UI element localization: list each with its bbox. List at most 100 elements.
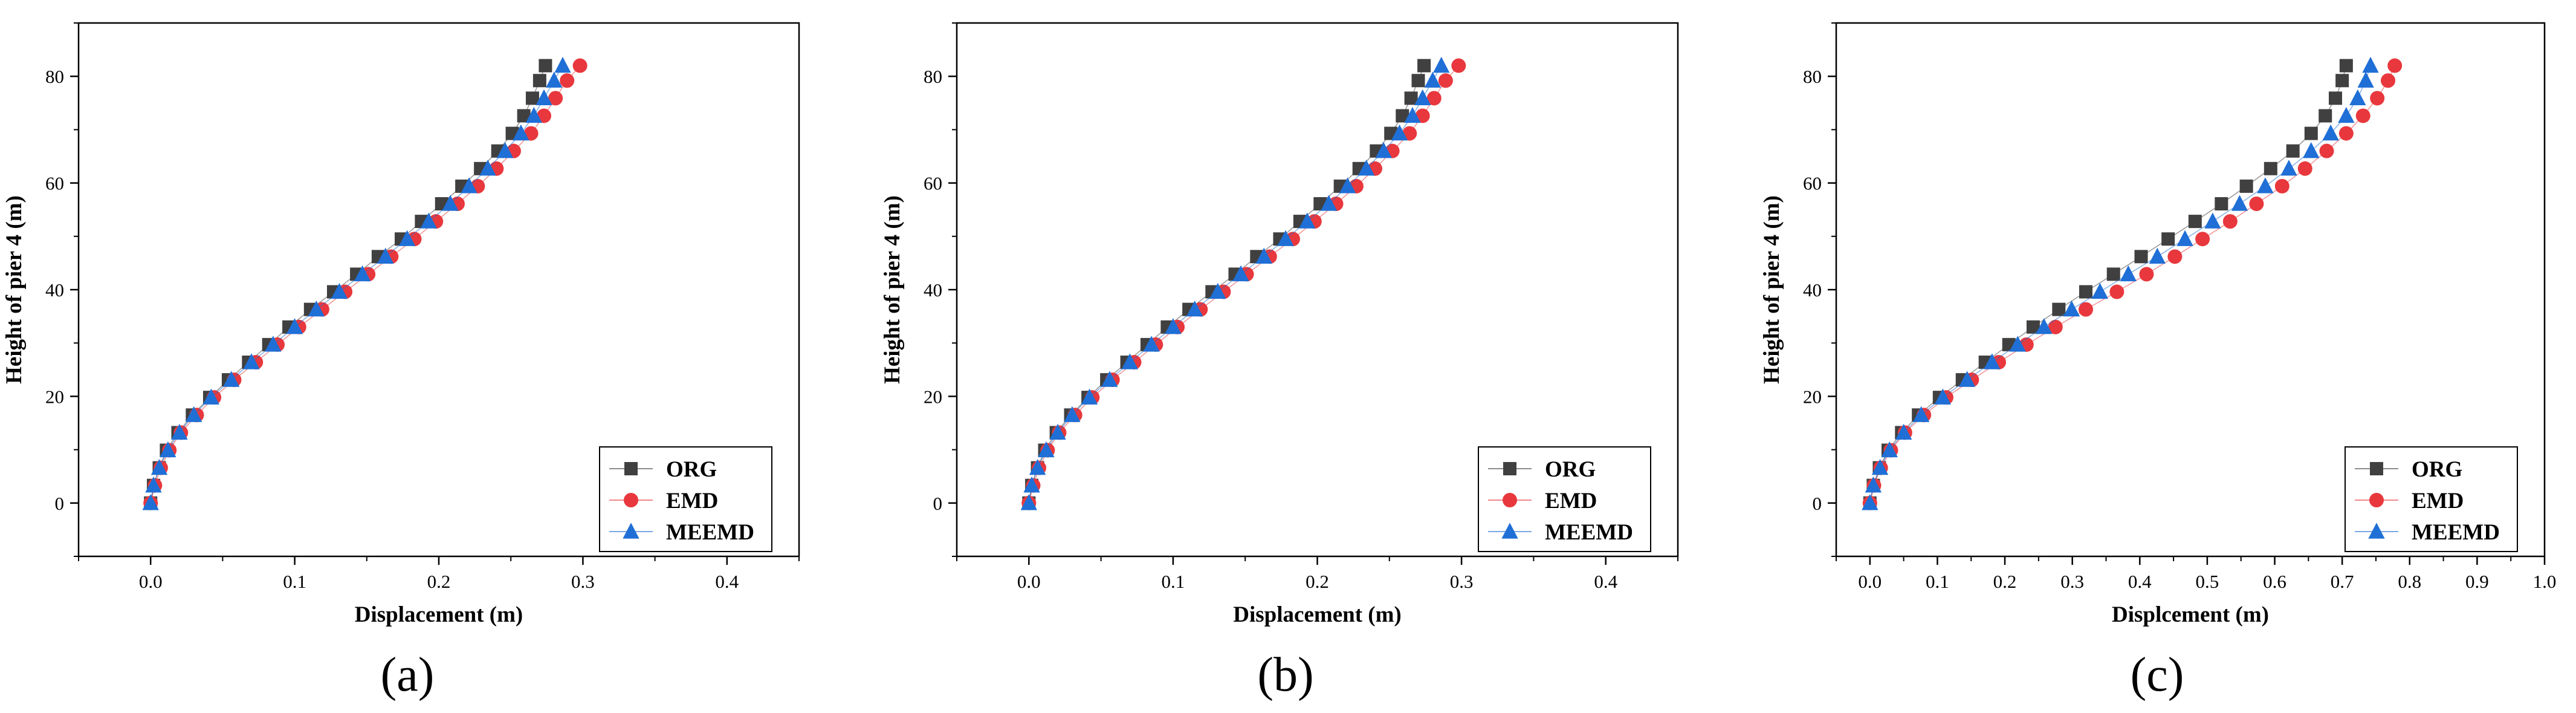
data-point-meemd	[1862, 494, 1879, 510]
series-line-org	[1028, 65, 1425, 503]
legend-label: MEEMD	[2412, 520, 2500, 545]
data-point-meemd	[497, 142, 514, 158]
y-tick-label: 0	[1813, 493, 1822, 514]
x-tick-label: 0.1	[1162, 571, 1185, 592]
data-point-meemd	[1232, 265, 1249, 282]
data-point-meemd	[1186, 300, 1203, 317]
data-point-org	[2161, 232, 2175, 246]
panel-caption: (a)	[381, 648, 435, 702]
data-point-emd	[2048, 319, 2063, 334]
series-emd	[1862, 58, 2403, 510]
x-tick-label: 0.0	[1017, 571, 1041, 592]
x-tick-label: 0.7	[2331, 571, 2354, 592]
data-point-emd	[2319, 143, 2334, 158]
x-tick-label: 0.3	[571, 571, 595, 592]
data-point-emd	[2338, 126, 2354, 141]
data-point-org	[1404, 91, 1418, 105]
data-point-meemd	[1404, 106, 1421, 123]
y-axis-label: Height of pier 4 (m)	[1759, 195, 1784, 384]
data-point-meemd	[142, 494, 159, 510]
legend-label: ORG	[1545, 457, 1596, 482]
x-tick-label: 0.5	[2196, 571, 2219, 592]
data-point-org	[2239, 179, 2253, 193]
y-tick-label: 20	[1803, 386, 1822, 407]
data-point-emd	[2355, 108, 2371, 123]
y-tick-label: 20	[924, 386, 942, 407]
legend-item-emd: EMD	[1488, 489, 1597, 513]
data-point-meemd	[2063, 300, 2080, 317]
data-point-meemd	[286, 318, 303, 334]
data-point-meemd	[1881, 441, 1898, 458]
y-tick-label: 60	[1803, 173, 1822, 194]
data-point-meemd	[1375, 142, 1392, 158]
series-meemd	[1862, 56, 2379, 510]
legend-label: MEEMD	[666, 520, 754, 545]
x-tick-label: 0.6	[2263, 571, 2286, 592]
y-tick-label: 80	[1803, 66, 1822, 87]
legend-marker-org	[624, 462, 638, 475]
x-axis-label: Displcement (m)	[2112, 602, 2269, 627]
data-point-meemd	[2176, 230, 2193, 246]
y-tick-label: 40	[924, 279, 942, 301]
data-point-org	[2052, 302, 2066, 316]
legend: ORG EMD MEEMD	[599, 446, 772, 552]
y-tick-label: 80	[924, 66, 942, 87]
data-point-emd	[2274, 178, 2290, 194]
data-point-meemd	[1984, 353, 2001, 370]
data-point-meemd	[2303, 142, 2320, 158]
data-point-org	[2026, 320, 2040, 334]
data-point-meemd	[1020, 494, 1037, 510]
x-tick-label: 1.0	[2533, 571, 2557, 592]
data-point-meemd	[1049, 423, 1066, 440]
y-tick-label: 0	[933, 493, 943, 514]
data-point-emd	[2370, 91, 2385, 106]
y-tick-label: 40	[45, 279, 64, 301]
x-tick-label: 0.3	[2060, 571, 2084, 592]
data-point-meemd	[2362, 56, 2379, 73]
data-point-org	[2188, 215, 2202, 229]
legend-item-meemd: MEEMD	[609, 520, 754, 545]
data-point-org	[525, 91, 539, 105]
data-point-meemd	[2120, 265, 2137, 282]
panel-caption: (b)	[1257, 648, 1313, 702]
series-org	[1022, 59, 1431, 510]
data-point-meemd	[223, 371, 240, 387]
x-tick-label: 0.2	[427, 571, 451, 592]
data-point-meemd	[1101, 371, 1118, 387]
legend: ORG EMD MEEMD	[1478, 446, 1651, 552]
legend-label: EMD	[1545, 489, 1597, 513]
data-point-org	[2304, 126, 2318, 140]
y-tick-label: 20	[45, 386, 64, 407]
series-org	[144, 59, 552, 510]
data-point-emd	[2222, 214, 2238, 229]
data-point-org	[2335, 74, 2349, 88]
series-line-meemd	[150, 65, 563, 503]
data-point-org	[2328, 91, 2342, 105]
x-tick-label: 0.9	[2465, 571, 2489, 592]
data-point-meemd	[150, 458, 168, 475]
x-tick-label: 0.0	[1858, 571, 1882, 592]
data-point-meemd	[536, 89, 552, 106]
series-org	[1863, 59, 2353, 510]
x-tick-label: 0.0	[139, 571, 163, 592]
y-tick-label: 0	[55, 493, 65, 514]
data-point-meemd	[1081, 388, 1098, 405]
data-point-meemd	[2322, 124, 2339, 141]
data-point-meemd	[1895, 423, 1912, 440]
data-point-meemd	[1865, 477, 1882, 493]
data-point-org	[1417, 59, 1431, 73]
data-point-meemd	[2257, 177, 2274, 194]
data-point-meemd	[202, 388, 219, 405]
legend-item-org: ORG	[609, 457, 717, 482]
series-meemd	[1020, 56, 1450, 510]
data-point-meemd	[461, 177, 477, 194]
data-point-meemd	[1358, 160, 1375, 176]
data-point-emd	[572, 58, 587, 73]
data-point-meemd	[1339, 177, 1356, 194]
data-point-org	[539, 59, 552, 73]
data-point-org	[532, 74, 546, 88]
legend-marker-meemd	[623, 523, 639, 539]
x-tick-label: 0.4	[2128, 571, 2152, 592]
chart-panel-c: 0.0 0.1 0.2 0.3 0.4 0.5 0.6 0.7 0.8 0.9 1.0 0 20 40 60…	[1759, 22, 2557, 702]
data-point-org	[2319, 109, 2332, 123]
